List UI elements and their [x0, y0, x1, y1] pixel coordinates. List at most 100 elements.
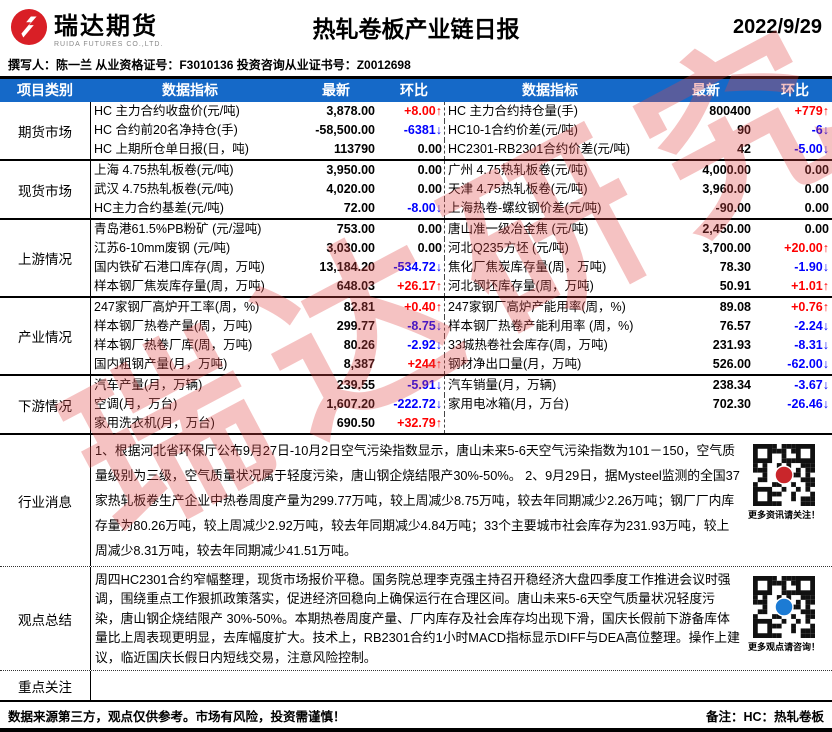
table-row: HC 上期所仓单日报(日，吨) 113790 0.00 HC2301-RB2301合约… [91, 140, 832, 159]
indicator-label: 家用洗衣机(月，万台) [94, 416, 215, 430]
industry-news-text: 1、根据河北省环保厅公布9月27日-10月2日空气污染指数显示，唐山未来5-6天… [95, 443, 740, 558]
indicator-label [445, 414, 653, 433]
change-value: 0.00 [804, 201, 829, 215]
table-row: 国内粗钢产量(月，万吨) 8,387 +244↑ 钢材净出口量(月，万吨) 526.00… [91, 355, 832, 374]
table-row: 247家钢厂高炉开工率(周，%) 82.81 +0.40↑ 247家钢厂高炉产能用率(… [91, 298, 832, 317]
summary-text: 周四HC2301合约窄幅整理，现货市场报价平稳。国务院总理李克强主持召开稳经济大… [95, 572, 740, 665]
change-value: 0.00 [804, 163, 829, 177]
indicator-label: HC 合约前20名净持仓(手) [94, 123, 238, 137]
change-value: -26.46↓ [787, 397, 829, 411]
table-row: 武汉 4.75热轧板卷(元/吨) 4,020.00 0.00 天津 4.75热轧板卷(… [91, 180, 832, 199]
latest-value: 648.03 [336, 279, 375, 293]
col-header-latest-right: 最新 [692, 82, 720, 98]
category-label: 上游情况 [18, 252, 72, 267]
col-header-latest-left: 最新 [322, 82, 350, 98]
latest-value: 239.55 [336, 378, 375, 392]
change-value: -1.90↓ [794, 260, 829, 274]
qr-caption-news: 更多资讯请关注！ [747, 510, 820, 520]
change-value: 0.00 [381, 180, 445, 199]
change-value: +1.01↑ [791, 279, 829, 293]
qr-caption-summary: 更多观点请咨询！ [747, 642, 820, 652]
indicator-label: 广州 4.75热轧板卷(元/吨) [448, 163, 588, 177]
latest-value: 1,607.20 [326, 397, 375, 411]
change-value: -5.91↓ [381, 376, 445, 395]
category-label: 现货市场 [18, 183, 72, 199]
indicator-label: 样本钢厂热卷厂库(周，万吨) [94, 338, 253, 352]
latest-value: 90 [737, 123, 751, 137]
latest-value: 702.30 [712, 397, 751, 411]
byline: 撰写人：陈一兰 从业资格证号：F3010136 投资咨询从业证书号：Z00126… [0, 54, 832, 79]
latest-value: 13,184.20 [319, 260, 375, 274]
indicator-label: 河北钢坯库存量(周，万吨) [448, 279, 594, 293]
table-row: HC 合约前20名净持仓(手) -58,500.00 -6381↓ HC10-1合约价… [91, 121, 832, 140]
col-header-category: 项目类别 [17, 82, 73, 98]
category-label: 产业情况 [18, 330, 72, 345]
change-value: 0.00 [381, 239, 445, 258]
change-value: +0.40↑ [381, 298, 445, 317]
category-key-focus: 重点关注 [18, 679, 72, 695]
latest-value: 299.77 [336, 319, 375, 333]
indicator-label: HC 上期所仓单日报(日，吨) [94, 142, 249, 156]
indicator-label: 样本钢厂焦炭库存量(周，万吨) [94, 279, 265, 293]
latest-value: 231.93 [712, 338, 751, 352]
latest-value: 2,450.00 [702, 222, 751, 236]
change-value: -6381↓ [381, 121, 445, 140]
latest-value: 89.08 [719, 300, 751, 314]
col-header-change-left: 环比 [400, 82, 428, 98]
change-value: +26.17↑ [381, 277, 445, 296]
change-value: +779↑ [794, 104, 829, 118]
latest-value: 690.50 [336, 416, 375, 430]
industry-news-section: 行业消息 1、根据河北省环保厅公布9月27日-10月2日空气污染指数显示，唐山未… [0, 433, 832, 566]
indicator-label: 汽车销量(月，万辆) [448, 378, 557, 392]
disclaimer-text: 数据来源第三方，观点仅供参考。市场有风险，投资需谨慎！ [8, 709, 346, 724]
change-value: 0.00 [381, 220, 445, 239]
indicator-label: HC主力合约基差(元/吨) [94, 201, 224, 215]
table-row: HC主力合约基差(元/吨) 72.00 -8.00↓ 上海热卷-螺纹钢价差(元/吨) -… [91, 199, 832, 218]
table-row: 汽车产量(月，万辆) 239.55 -5.91↓ 汽车销量(月，万辆) 238.34 -3… [91, 376, 832, 395]
indicator-label: 247家钢厂高炉产能用率(周，%) [448, 300, 626, 314]
table-row: 样本钢厂热卷厂库(周，万吨) 80.26 -2.92↓ 33城热卷社会库存(周，万吨)… [91, 336, 832, 355]
latest-value: -90.00 [715, 201, 751, 215]
latest-value: 113790 [333, 142, 375, 156]
change-value: -6↓ [811, 123, 829, 137]
industry-news-body: 1、根据河北省环保厅公布9月27日-10月2日空气污染指数显示，唐山未来5-6天… [90, 435, 832, 566]
table-row: 江苏6-10mm废钢 (元/吨) 3,030.00 0.00 河北Q235方坯 (元/… [91, 239, 832, 258]
latest-value: 80.26 [343, 338, 375, 352]
indicator-label: 247家钢厂高炉开工率(周，%) [94, 300, 260, 314]
latest-value: 42 [737, 142, 751, 156]
table-row: 青岛港61.5%PB粉矿 (元/湿吨) 753.00 0.00 唐山准一级冶金焦 (元… [91, 220, 832, 239]
table-section: 上游情况 青岛港61.5%PB粉矿 (元/湿吨) 753.00 0.00 唐山准一级冶金… [0, 218, 832, 296]
latest-value: 3,030.00 [326, 241, 375, 255]
col-header-indicator-right: 数据指标 [522, 82, 578, 98]
table-row: HC 主力合约收盘价(元/吨) 3,878.00 +8.00↑ HC 主力合约持仓量(… [91, 102, 832, 121]
table-row: 上海 4.75热轧板卷(元/吨) 3,950.00 0.00 广州 4.75热轧板卷(… [91, 161, 832, 180]
indicator-label: 唐山准一级冶金焦 (元/吨) [448, 222, 589, 236]
indicator-label: 上海 4.75热轧板卷(元/吨) [94, 163, 234, 177]
indicator-label: 天津 4.75热轧板卷(元/吨) [448, 182, 588, 196]
summary-body: 周四HC2301合约窄幅整理，现货市场报价平稳。国务院总理李克强主持召开稳经济大… [90, 567, 832, 671]
category-label: 下游情况 [18, 398, 72, 414]
change-value: -3.67↓ [794, 378, 829, 392]
latest-value: 3,950.00 [326, 163, 375, 177]
latest-value: -58,500.00 [315, 123, 375, 137]
table-section: 产业情况 247家钢厂高炉开工率(周，%) 82.81 +0.40↑ 247家钢厂高炉产… [0, 296, 832, 374]
indicator-label: 空调(月，万台) [94, 397, 178, 411]
change-value: 0.00 [804, 182, 829, 196]
indicator-label: HC2301-RB2301合约价差(元/吨) [448, 142, 630, 156]
category-industry-news: 行业消息 [18, 494, 72, 510]
table-section: 期货市场 HC 主力合约收盘价(元/吨) 3,878.00 +8.00↑ HC 主力合约… [0, 102, 832, 159]
key-focus-section: 重点关注 [0, 670, 832, 701]
latest-value: 238.34 [712, 378, 751, 392]
table-header-row: 项目类别 数据指标 最新 环比 数据指标 最新 环比 [0, 79, 832, 102]
change-value [757, 414, 831, 433]
table-row: 样本钢厂焦炭库存量(周，万吨) 648.03 +26.17↑ 河北钢坯库存量(周，万吨… [91, 277, 832, 296]
indicator-label: HC 主力合约收盘价(元/吨) [94, 104, 240, 118]
latest-value: 82.81 [343, 300, 375, 314]
indicator-label: 样本钢厂热卷产能利用率 (周，%) [448, 319, 634, 333]
latest-value: 4,000.00 [702, 163, 751, 177]
change-value: -534.72↓ [381, 258, 445, 277]
change-value: +20.00↑ [784, 241, 829, 255]
table-section: 下游情况 汽车产量(月，万辆) 239.55 -5.91↓ 汽车销量(月，万辆) 238.… [0, 374, 832, 433]
change-value: -222.72↓ [381, 395, 445, 414]
indicator-label: 国内铁矿石港口库存(周，万吨) [94, 260, 265, 274]
